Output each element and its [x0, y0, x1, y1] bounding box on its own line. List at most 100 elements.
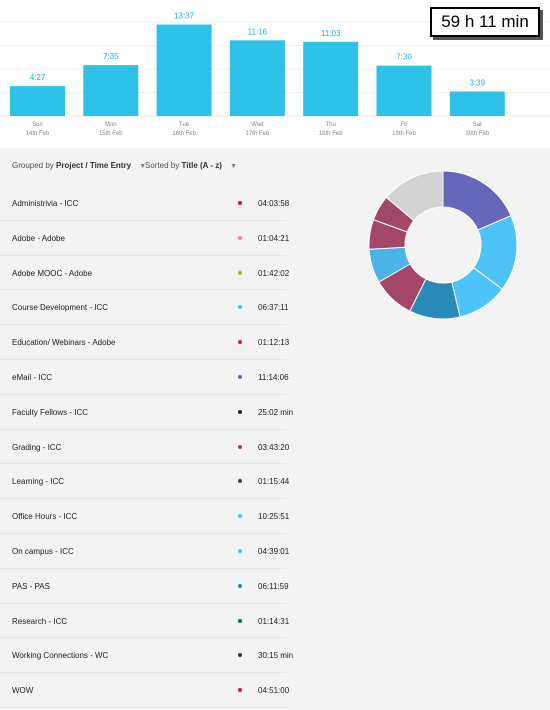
entry-duration: 06:37:11 [258, 303, 289, 313]
bar-tue [156, 24, 212, 116]
entry-title: Adobe - Adobe [12, 233, 65, 243]
bar-chart-svg: 4:27 Sun 14th Feb 7:35 Mon 15th Feb 13:37 Tue 16… [0, 12, 550, 137]
list-item[interactable]: Adobe - Adobe 01:04:21 [0, 221, 289, 256]
chevron-down-icon: ▼ [230, 163, 238, 170]
list-item[interactable]: Course Development - ICC 06:37:11 [0, 290, 289, 326]
bar-sun [10, 86, 65, 116]
entry-duration: 03:43:20 [258, 442, 290, 452]
bar-value-label: 4:27 [30, 73, 46, 82]
entry-title: On campus - ICC [12, 546, 74, 556]
x-tick-date: 16th Feb [172, 131, 196, 137]
sort-by-dropdown[interactable]: Sorted by Title (A - z) ▼ [145, 161, 237, 170]
project-color-dot [238, 514, 242, 519]
toolbar: Grouped by Project / Time Entry ▼ Sorted… [0, 152, 345, 180]
total-duration-badge: 59 h 11 min [430, 7, 540, 37]
total-duration: 59 h 11 min [441, 12, 529, 31]
bar-value-label: 7:30 [396, 53, 412, 62]
entry-duration: 11:14:06 [258, 372, 289, 382]
entry-list: Administrivia - ICC 04:03:58 Adobe - Adobe… [0, 186, 293, 708]
x-tick-day: Sun [32, 122, 43, 128]
entry-duration: 04:03:58 [258, 199, 290, 208]
project-color-dot [238, 235, 242, 240]
list-item[interactable]: Adobe MOOC - Adobe 01:42:02 [0, 256, 289, 291]
bar-value-label: 3:39 [470, 78, 486, 87]
entry-title: Course Development - ICC [12, 303, 109, 313]
entry-duration: 06:11:59 [258, 581, 289, 591]
entry-duration: 10:25:51 [258, 512, 290, 522]
bar-value-label: 13:37 [174, 12, 195, 21]
list-item[interactable]: Administrivia - ICC 04:03:58 [0, 186, 290, 221]
x-tick-day: Wed [251, 122, 263, 128]
entry-duration: 04:51:00 [258, 686, 290, 696]
bar-mon [83, 65, 139, 116]
group-by-prefix: Grouped by [12, 161, 54, 170]
entry-title: Education/ Webinars - Adobe [12, 338, 116, 348]
x-tick-day: Fri [401, 122, 408, 128]
list-item[interactable]: On campus - ICC 04:39:01 [0, 534, 290, 569]
bar-thu [303, 41, 359, 116]
list-item[interactable]: PAS - PAS 06:11:59 [0, 569, 289, 604]
entry-duration: 25:02 min [258, 407, 294, 417]
project-color-dot [238, 688, 242, 693]
project-color-dot [238, 270, 242, 275]
list-item[interactable]: WOW 04:51:00 [0, 673, 290, 708]
group-by-value: Project / Time Entry [56, 161, 132, 170]
list-item[interactable]: Grading - ICC 03:43:20 [0, 430, 290, 465]
entry-duration: 01:15:44 [258, 477, 290, 487]
entry-title: eMail - ICC [12, 372, 53, 382]
chevron-down-icon: ▼ [139, 163, 147, 170]
x-tick-date: 19th Feb [392, 131, 416, 137]
bar-value-label: 11:03 [321, 29, 341, 38]
bar-value-label: 7:35 [103, 52, 119, 61]
entry-duration: 01:12:13 [258, 338, 290, 348]
x-tick-date: 15th Feb [99, 131, 123, 137]
bar-sat [449, 91, 505, 116]
entry-title: Office Hours - ICC [12, 512, 78, 522]
list-item[interactable]: Working Connections - WC 30:15 min [0, 638, 293, 674]
entry-title: Learning - ICC [12, 477, 65, 487]
project-color-dot [238, 444, 242, 449]
bar-value-label: 11:16 [248, 27, 268, 36]
x-tick-day: Thu [326, 122, 336, 128]
entry-title: Research - ICC [12, 616, 68, 626]
project-color-dot [238, 479, 242, 484]
group-by-dropdown[interactable]: Grouped by Project / Time Entry ▼ [12, 161, 146, 170]
project-color-dot [238, 618, 242, 623]
entry-title: WOW [12, 686, 34, 696]
list-item[interactable]: Office Hours - ICC 10:25:51 [0, 499, 290, 534]
project-color-dot [238, 305, 242, 310]
project-color-dot [238, 583, 242, 588]
project-color-dot [238, 374, 242, 379]
project-donut-chart [368, 170, 518, 320]
entry-title: Adobe MOOC - Adobe [12, 268, 93, 278]
bar-wed [229, 40, 285, 116]
list-item[interactable]: Learning - ICC 01:15:44 [0, 464, 290, 500]
entry-title: Faculty Fellows - ICC [12, 407, 89, 417]
project-color-dot [238, 653, 242, 658]
project-color-dot [238, 201, 242, 205]
entry-duration: 01:14:31 [258, 616, 290, 626]
entry-title: PAS - PAS [12, 581, 50, 591]
x-tick-date: 17th Feb [246, 131, 270, 137]
bar-fri [376, 65, 432, 116]
list-item[interactable]: eMail - ICC 11:14:06 [0, 360, 289, 395]
sort-by-prefix: Sorted by [145, 161, 180, 170]
entry-duration: 04:39:01 [258, 546, 290, 556]
entry-duration: 30:15 min [258, 651, 294, 661]
entry-title: Administrivia - ICC [12, 199, 79, 208]
project-color-dot [238, 340, 242, 345]
entry-title: Working Connections - WC [12, 651, 109, 661]
x-tick-day: Tue [179, 122, 190, 128]
list-item[interactable]: Faculty Fellows - ICC 25:02 min [0, 395, 293, 430]
list-item[interactable]: Education/ Webinars - Adobe 01:12:13 [0, 325, 290, 360]
project-color-dot [238, 409, 242, 414]
x-tick-date: 18th Feb [319, 131, 343, 137]
x-tick-day: Sat [473, 122, 482, 128]
x-tick-date: 20th Feb [465, 131, 489, 137]
x-tick-date: 14th Feb [26, 131, 50, 137]
list-item[interactable]: Research - ICC 01:14:31 [0, 604, 290, 639]
sort-by-value: Title (A - z) [181, 161, 222, 170]
project-color-dot [238, 548, 242, 553]
donut-slice[interactable] [385, 170, 444, 222]
entry-title: Grading - ICC [12, 442, 62, 452]
